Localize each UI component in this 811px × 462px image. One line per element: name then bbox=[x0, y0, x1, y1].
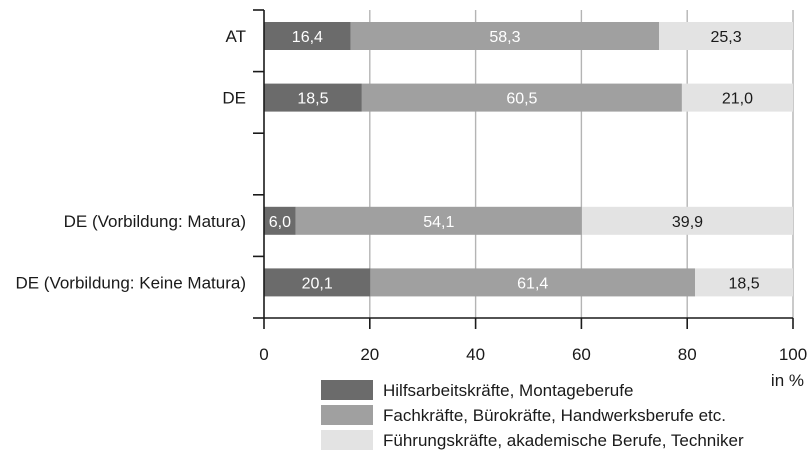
x-tick-label-1: 20 bbox=[360, 345, 379, 364]
bar-3-1 bbox=[295, 206, 582, 235]
x-tick-label-2: 40 bbox=[466, 345, 485, 364]
data-label-1-1: 60,5 bbox=[506, 91, 537, 108]
data-label-4-1: 61,4 bbox=[517, 275, 548, 292]
bar-4-0 bbox=[264, 268, 371, 297]
bar-4-1 bbox=[370, 268, 696, 297]
legend-label-0: Hilfsarbeitskräfte, Montageberufe bbox=[383, 381, 633, 400]
x-tick-label-4: 80 bbox=[678, 345, 697, 364]
bar-1-1 bbox=[361, 83, 682, 112]
legend-swatch-2 bbox=[321, 430, 373, 450]
legend-swatch-0 bbox=[321, 380, 373, 400]
data-label-1-0: 18,5 bbox=[297, 91, 328, 108]
data-label-3-0: 6,0 bbox=[269, 214, 291, 231]
bar-0-2 bbox=[659, 22, 793, 50]
bar-3-0 bbox=[264, 206, 296, 235]
category-label-1: DE bbox=[222, 89, 246, 108]
data-label-3-2: 39,9 bbox=[672, 214, 703, 231]
data-label-1-2: 21,0 bbox=[722, 91, 753, 108]
legend-label-2: Führungskräfte, akademische Berufe, Tech… bbox=[383, 431, 744, 450]
legend-label-1: Fachkräfte, Bürokräfte, Handwerksberufe … bbox=[383, 406, 726, 425]
bar-4-2 bbox=[695, 268, 793, 297]
data-label-0-1: 58,3 bbox=[489, 29, 520, 46]
data-label-0-2: 25,3 bbox=[711, 29, 742, 46]
x-tick-label-3: 60 bbox=[572, 345, 591, 364]
bar-1-0 bbox=[264, 83, 362, 112]
data-label-4-2: 18,5 bbox=[728, 275, 759, 292]
x-axis-label: in % bbox=[771, 371, 804, 390]
x-tick-label-0: 0 bbox=[259, 345, 268, 364]
bar-3-2 bbox=[581, 206, 793, 235]
bar-0-1 bbox=[350, 22, 660, 50]
data-label-0-0: 16,4 bbox=[292, 29, 323, 46]
bar-0-0 bbox=[264, 22, 351, 50]
category-label-4: DE (Vorbildung: Keine Matura) bbox=[15, 273, 246, 292]
data-label-4-0: 20,1 bbox=[302, 275, 333, 292]
category-label-0: AT bbox=[226, 27, 246, 46]
data-label-3-1: 54,1 bbox=[423, 214, 454, 231]
x-tick-label-5: 100 bbox=[779, 345, 807, 364]
legend-swatch-1 bbox=[321, 405, 373, 425]
bar-1-2 bbox=[681, 83, 793, 112]
category-label-3: DE (Vorbildung: Matura) bbox=[64, 212, 246, 231]
